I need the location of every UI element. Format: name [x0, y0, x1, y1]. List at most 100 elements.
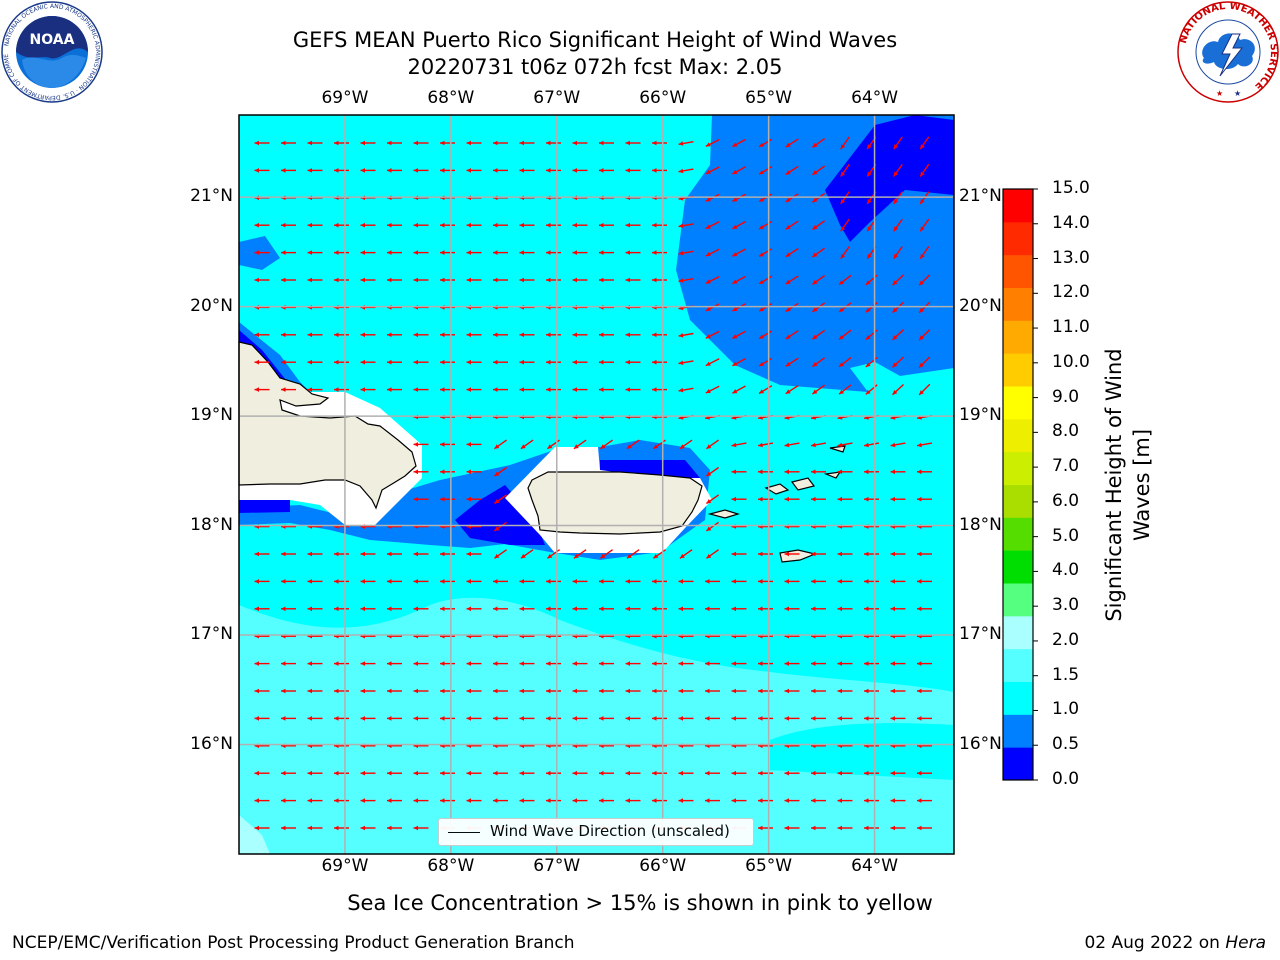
wave-direction-arrowhead: [731, 770, 736, 776]
wave-direction-arrowhead: [890, 551, 895, 557]
wave-direction-arrowhead: [812, 279, 818, 285]
wave-direction-arrowhead: [864, 661, 869, 666]
wave-direction-arrowhead: [387, 825, 392, 831]
wave-direction-arrowhead: [840, 226, 846, 232]
wave-direction-arrowhead: [254, 551, 259, 557]
wave-direction-arrowhead: [387, 277, 392, 283]
wave-direction-arrowhead: [705, 770, 710, 776]
wave-direction-arrowhead: [890, 496, 895, 502]
wave-direction-arrowhead: [625, 716, 630, 721]
wave-direction-arrowhead: [652, 332, 657, 338]
wave-direction-arrowhead: [759, 279, 765, 284]
wave-direction-arrowhead: [360, 332, 365, 338]
wave-direction-arrowhead: [520, 553, 526, 559]
wave-direction-arrowhead: [732, 389, 738, 394]
wave-direction-arrowhead: [440, 387, 445, 392]
wave-direction-arrowhead: [466, 551, 471, 557]
colorbar-tick-label: 6.0: [1052, 490, 1080, 511]
colorbar-tick-label: 0.0: [1052, 769, 1080, 789]
wave-direction-arrowhead: [705, 197, 711, 202]
wave-direction-arrowhead: [625, 770, 630, 776]
wave-direction-arrowhead: [519, 770, 524, 776]
wave-direction-arrowhead: [334, 250, 339, 255]
colorbar-segment: [1003, 550, 1033, 584]
colorbar-tick-label: 7.0: [1052, 456, 1080, 477]
wave-direction-arrowhead: [865, 307, 871, 313]
wave-direction-arrowhead: [785, 252, 791, 257]
lat-label-left: 17°N: [190, 624, 233, 645]
wave-direction-arrowhead: [864, 606, 869, 612]
wave-direction-arrowhead: [867, 171, 872, 177]
wave-direction-arrowhead: [466, 661, 471, 666]
lon-label-top: 64°W: [851, 88, 899, 108]
wave-direction-arrowhead: [600, 553, 606, 559]
wave-direction-arrowhead: [867, 144, 872, 150]
wave-direction-arrowhead: [864, 579, 869, 584]
wave-direction-arrowhead: [705, 361, 711, 366]
colorbar-segment: [1003, 583, 1033, 617]
wave-direction-arrowhead: [440, 496, 445, 502]
wave-direction-arrowhead: [705, 334, 711, 339]
wave-direction-arrowhead: [837, 551, 842, 557]
wave-direction-arrowhead: [572, 222, 577, 228]
map-frame: [238, 114, 955, 855]
wave-direction-arrowhead: [334, 798, 339, 803]
wave-direction-arrowhead: [731, 579, 736, 584]
wave-direction-arrowhead: [546, 661, 551, 666]
wave-direction-arrowhead: [837, 606, 842, 612]
lon-label-top: 65°W: [745, 88, 793, 108]
wave-direction-arrowhead: [440, 798, 445, 803]
wave-direction-arrowhead: [494, 553, 500, 559]
wave-direction-arrowhead: [652, 688, 657, 694]
wave-direction-arrowhead: [281, 825, 286, 831]
wave-direction-arrowhead: [281, 332, 286, 338]
wave-direction-arrowhead: [413, 770, 418, 776]
wave-direction-arrowhead: [890, 606, 895, 612]
wave-direction-arrowhead: [307, 606, 312, 612]
wave-zone-teal-se: [770, 723, 954, 778]
wave-direction-arrowhead: [281, 716, 286, 721]
wave-direction-arrowhead: [839, 280, 844, 285]
wave-direction-arrowhead: [758, 606, 763, 612]
wave-direction-arrowhead: [387, 551, 392, 557]
wave-direction-arrowhead: [917, 551, 922, 557]
wave-direction-arrowhead: [784, 496, 789, 502]
svg-text:★: ★: [1234, 89, 1241, 98]
wave-direction-arrowhead: [837, 798, 842, 803]
wave-direction-arrowhead: [440, 442, 445, 447]
wave-direction-arrowhead: [466, 168, 471, 173]
wave-direction-arrowhead: [678, 387, 684, 393]
wave-direction-arrowhead: [599, 250, 604, 255]
wave-direction-arrowhead: [360, 387, 365, 392]
wave-direction-arrowhead: [599, 140, 604, 146]
colorbar-tick-label: 13.0: [1052, 247, 1090, 268]
wave-direction-arrowhead: [387, 140, 392, 146]
wave-direction-arrowhead: [440, 606, 445, 612]
colorbar-title-line-2: Waves [m]: [1130, 428, 1154, 542]
wave-direction-arrowhead: [652, 140, 657, 146]
wave-direction-arrowhead: [493, 579, 498, 584]
wave-direction-arrowhead: [652, 168, 657, 173]
wave-direction-arrowhead: [626, 444, 632, 449]
colorbar-title-line-1: Significant Height of Wind: [1102, 348, 1126, 622]
wave-direction-arrowhead: [572, 168, 577, 173]
colorbar-tick-label: 9.0: [1052, 386, 1080, 407]
wave-direction-arrowhead: [758, 442, 763, 448]
wave-direction-arrowhead: [652, 387, 657, 392]
wave-direction-arrowhead: [254, 387, 259, 392]
colorbar: [1003, 188, 1038, 781]
wave-direction-arrowhead: [705, 252, 711, 256]
wave-direction-arrowhead: [917, 606, 922, 612]
wave-direction-arrowhead: [546, 250, 551, 255]
wave-direction-arrowhead: [758, 551, 763, 557]
wave-direction-arrowhead: [625, 222, 630, 228]
wave-direction-arrowhead: [920, 253, 925, 259]
wave-direction-arrowhead: [387, 387, 392, 392]
wave-direction-arrowhead: [413, 469, 418, 475]
wave-direction-arrowhead: [494, 444, 500, 449]
wave-direction-arrowhead: [759, 361, 765, 367]
wave-direction-arrowhead: [360, 825, 365, 831]
wave-direction-arrowhead: [732, 224, 738, 229]
wave-direction-arrowhead: [784, 551, 789, 557]
wave-direction-arrowhead: [546, 332, 551, 338]
